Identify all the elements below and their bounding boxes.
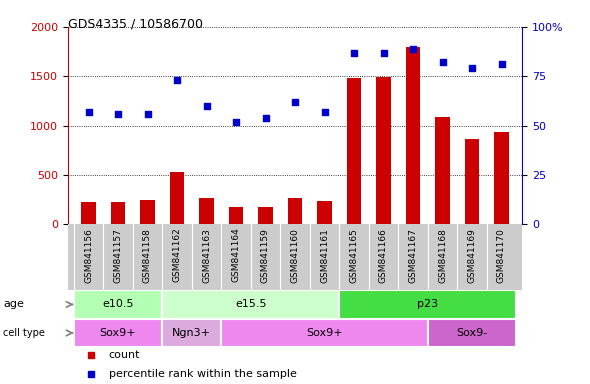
Text: GSM841160: GSM841160 — [290, 228, 300, 283]
Text: Ngn3+: Ngn3+ — [172, 328, 211, 338]
Bar — [435, 117, 450, 224]
Text: GSM841165: GSM841165 — [349, 228, 359, 283]
Bar — [317, 201, 332, 224]
Point — [379, 50, 388, 56]
Text: e15.5: e15.5 — [235, 300, 267, 310]
Bar — [162, 319, 221, 347]
Text: age: age — [3, 300, 24, 310]
Text: GSM841162: GSM841162 — [172, 228, 182, 282]
Text: GSM841168: GSM841168 — [438, 228, 447, 283]
Bar — [465, 139, 479, 224]
Point — [497, 61, 506, 68]
Point — [84, 109, 93, 115]
Bar — [229, 207, 243, 224]
Point — [202, 103, 211, 109]
Text: GDS4335 / 10586700: GDS4335 / 10586700 — [68, 17, 203, 30]
Bar — [288, 198, 302, 224]
Point — [143, 111, 152, 117]
Bar — [81, 202, 96, 224]
Text: p23: p23 — [417, 300, 438, 310]
Bar — [347, 78, 361, 224]
Text: GSM841163: GSM841163 — [202, 228, 211, 283]
Point — [349, 50, 359, 56]
Bar — [428, 319, 516, 347]
Point — [231, 119, 241, 125]
Text: GSM841156: GSM841156 — [84, 228, 93, 283]
Point — [438, 60, 447, 66]
Bar — [406, 46, 420, 224]
Text: GSM841164: GSM841164 — [231, 228, 241, 282]
Text: GSM841161: GSM841161 — [320, 228, 329, 283]
Text: GSM841159: GSM841159 — [261, 228, 270, 283]
Text: Sox9+: Sox9+ — [100, 328, 136, 338]
Bar — [111, 202, 125, 224]
Bar — [199, 198, 214, 224]
Bar — [74, 290, 162, 319]
Bar — [258, 207, 273, 224]
Text: percentile rank within the sample: percentile rank within the sample — [109, 369, 297, 379]
Point — [290, 99, 300, 105]
Text: GSM841166: GSM841166 — [379, 228, 388, 283]
Bar — [494, 132, 509, 224]
Point — [408, 46, 418, 52]
Point — [261, 115, 270, 121]
Point — [172, 77, 182, 83]
Point — [467, 65, 477, 71]
Bar — [376, 77, 391, 224]
Text: GSM841158: GSM841158 — [143, 228, 152, 283]
Bar — [74, 319, 162, 347]
Bar — [221, 319, 428, 347]
Bar — [162, 290, 339, 319]
Text: GSM841157: GSM841157 — [113, 228, 123, 283]
Text: GSM841170: GSM841170 — [497, 228, 506, 283]
Text: count: count — [109, 351, 140, 361]
Text: Sox9-: Sox9- — [457, 328, 487, 338]
Text: e10.5: e10.5 — [102, 300, 134, 310]
Bar — [339, 290, 516, 319]
Text: cell type: cell type — [3, 328, 45, 338]
Text: GSM841167: GSM841167 — [408, 228, 418, 283]
Point — [113, 111, 123, 117]
Point — [320, 109, 329, 115]
Text: Sox9+: Sox9+ — [306, 328, 343, 338]
Text: GSM841169: GSM841169 — [467, 228, 477, 283]
Bar — [170, 172, 184, 224]
Bar — [140, 200, 155, 224]
